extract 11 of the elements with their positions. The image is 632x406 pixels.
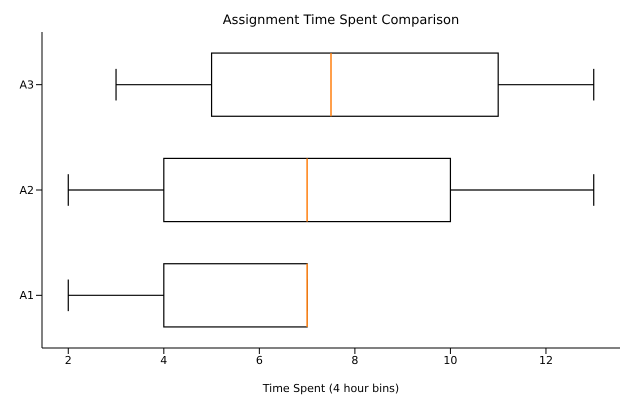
x-axis-title: Time Spent (4 hour bins) [262,382,400,395]
y-tick-label: A3 [19,78,34,92]
x-tick-label: 4 [160,354,168,367]
y-tick-label: A1 [19,289,34,302]
x-tick-label: 8 [351,354,358,367]
x-tick-label: 6 [256,354,263,367]
x-tick-label: 10 [443,354,458,367]
x-tick-label: 12 [538,354,553,367]
chart-title: Assignment Time Spent Comparison [222,13,460,28]
x-tick-label: 2 [64,354,72,367]
y-tick-label: A2 [19,184,34,197]
